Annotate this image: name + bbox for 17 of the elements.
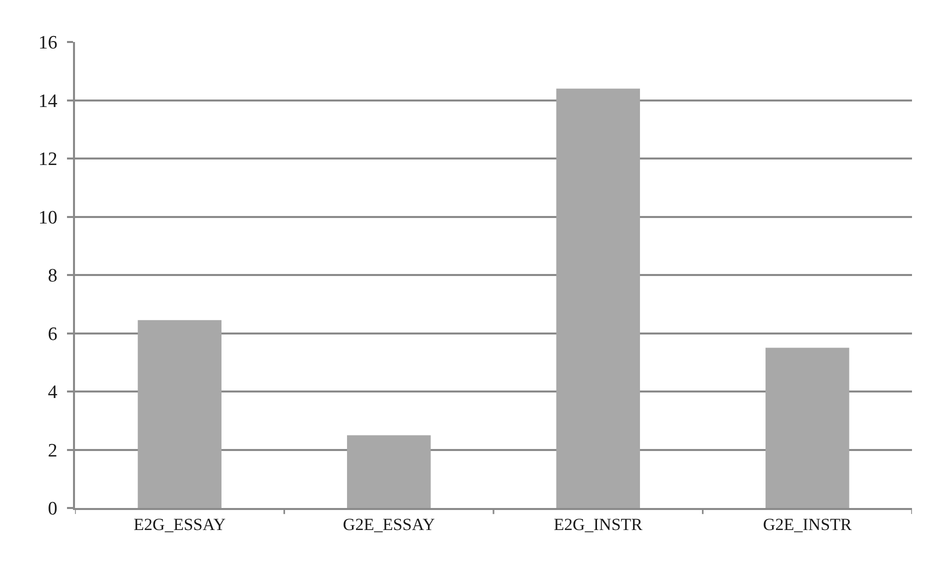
y-tick-label: 8 (48, 266, 58, 287)
x-tick-label: E2G_INSTR (554, 515, 644, 534)
y-tick-label: 2 (48, 440, 58, 462)
y-tick-label: 4 (48, 382, 58, 404)
y-tick-label: 12 (38, 149, 58, 170)
y-tick-label: 14 (38, 90, 58, 112)
y-tick-label: 0 (48, 498, 58, 520)
x-tick-label: G2E_ESSAY (342, 515, 435, 534)
x-tick-label: E2G_ESSAY (134, 515, 226, 534)
bar (138, 320, 222, 508)
y-tick-label: 16 (38, 32, 58, 54)
y-tick-label: 6 (48, 324, 58, 345)
x-tick-label: G2E_INSTR (762, 515, 852, 534)
bar (556, 88, 640, 508)
bar (347, 435, 431, 508)
y-tick-label: 10 (38, 207, 58, 228)
bar (766, 348, 850, 508)
